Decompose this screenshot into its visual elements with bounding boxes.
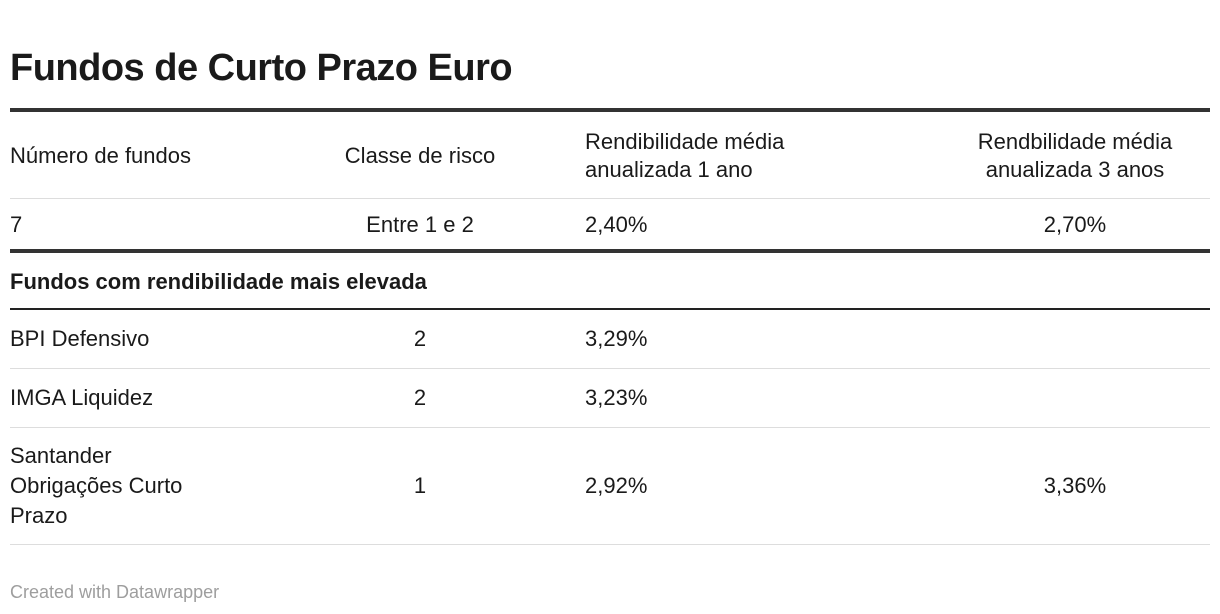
fund-risk-class: 2: [413, 326, 427, 351]
fund-yield-1y: 3,23%: [585, 385, 648, 410]
col-header-classe-de-risco: Classe de risco: [344, 143, 496, 168]
funds-table: Número de fundos Classe de risco Rendibi…: [10, 112, 1210, 545]
title-rule: [10, 108, 1210, 112]
fund-name: BPI Defensivo: [10, 326, 150, 351]
summary-classe-de-risco: Entre 1 e 2: [366, 212, 474, 237]
datawrapper-credit-link[interactable]: Created with Datawrapper: [10, 582, 220, 602]
fund-yield-3y: 3,36%: [1043, 473, 1107, 498]
col-header-numero-de-fundos: Número de fundos: [10, 143, 191, 168]
datawrapper-table-chart: Fundos de Curto Prazo Euro Número de fun…: [0, 46, 1220, 614]
summary-row: 7 Entre 1 e 2 2,40% 2,70%: [10, 199, 1210, 253]
table-header-row: Número de fundos Classe de risco Rendibi…: [10, 112, 1210, 199]
fund-yield-3y: [940, 324, 1210, 354]
fund-risk-class: 1: [413, 473, 427, 498]
fund-name: Santander Obrigações Curto Prazo: [10, 443, 183, 528]
chart-title: Fundos de Curto Prazo Euro: [10, 47, 513, 89]
summary-rendibilidade-1-ano: 2,40%: [585, 212, 648, 237]
section-header-label: Fundos com rendibilidade mais elevada: [10, 269, 427, 294]
fund-name: IMGA Liquidez: [10, 385, 154, 410]
table-row: BPI Defensivo 2 3,29%: [10, 310, 1210, 369]
fund-yield-3y: [940, 383, 1210, 413]
table-row: Santander Obrigações Curto Prazo 1 2,92%…: [10, 428, 1210, 545]
table-row: IMGA Liquidez 2 3,23%: [10, 369, 1210, 428]
summary-numero-de-fundos: 7: [10, 212, 23, 237]
col-header-rendibilidade-3-anos: Rendbilidade média anualizada 3 anos: [940, 112, 1210, 198]
fund-risk-class: 2: [413, 385, 427, 410]
col-header-rendibilidade-1-ano: Rendibilidade média anualizada 1 ano: [550, 112, 940, 198]
col-header-rendibilidade-3-anos-label: Rendbilidade média anualizada 3 anos: [977, 129, 1173, 182]
fund-yield-1y: 3,29%: [585, 326, 648, 351]
section-header-row: Fundos com rendibilidade mais elevada: [10, 253, 1210, 310]
fund-yield-1y: 2,92%: [585, 473, 648, 498]
summary-rendibilidade-3-anos: 2,70%: [1043, 212, 1107, 237]
col-header-rendibilidade-1-ano-label: Rendibilidade média anualizada 1 ano: [585, 129, 785, 182]
attribution-line: Created with Datawrapper: [10, 581, 1210, 603]
